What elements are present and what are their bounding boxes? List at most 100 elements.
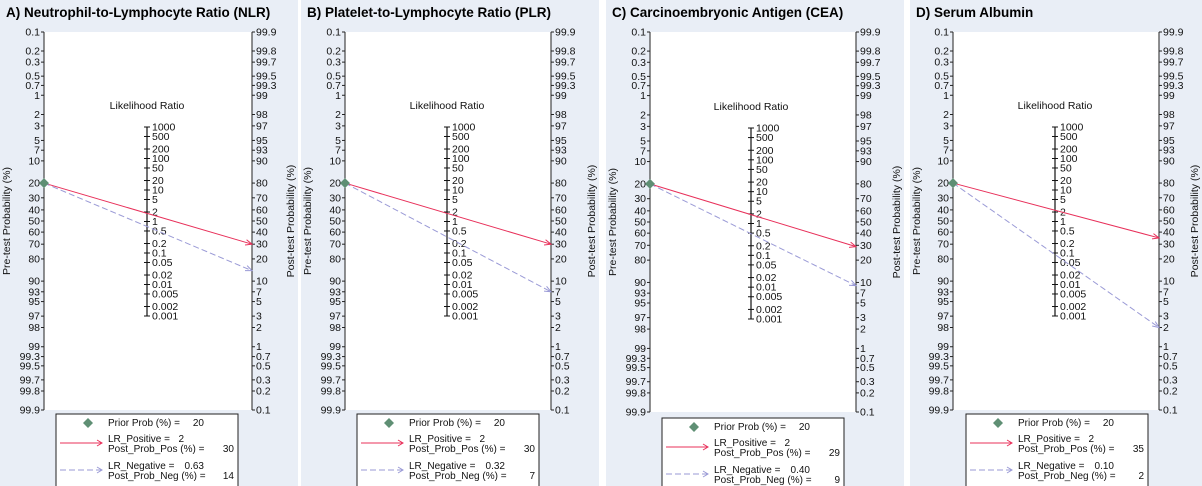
pre-test-tick-label: 0.2	[326, 45, 341, 57]
lr-tick-label: 0.1	[452, 248, 467, 260]
post-test-tick-label: 0.7	[860, 353, 875, 365]
pre-test-tick-label: 99.7	[321, 374, 342, 386]
panel-title: D) Serum Albumin	[916, 5, 1033, 20]
legend-prior-value: 20	[494, 418, 506, 429]
pre-test-tick-label: 5	[34, 135, 40, 147]
post-test-tick-label: 0.7	[1163, 351, 1178, 363]
post-test-tick-label: 99.7	[256, 57, 277, 69]
pre-test-tick-label: 20	[329, 178, 341, 190]
legend-positive-arrow-icon	[1006, 439, 1013, 447]
lr-tick-label: 0.002	[756, 304, 782, 316]
lr-tick-label: 0.01	[756, 282, 777, 294]
post-test-tick-label: 0.2	[860, 387, 875, 399]
pre-test-tick-label: 98	[329, 322, 341, 334]
post-test-tick-label: 30	[1163, 239, 1175, 251]
post-test-tick-label: 3	[555, 311, 561, 323]
legend-post-pos-value: 30	[223, 444, 235, 455]
legend-prior-value: 20	[193, 418, 205, 429]
post-test-axis-label: Post-test Probability (%)	[1189, 165, 1201, 278]
pre-test-tick-label: 99.9	[929, 405, 950, 417]
pre-test-tick-label: 10	[28, 155, 40, 167]
pre-test-tick-label: 20	[937, 178, 949, 190]
pre-test-tick-label: 99	[937, 341, 949, 353]
pre-test-tick-label: 10	[937, 155, 949, 167]
pre-test-tick-label: 80	[937, 253, 949, 265]
lr-tick-label: 100	[452, 153, 470, 165]
post-test-tick-label: 50	[860, 217, 872, 229]
post-test-tick-label: 60	[555, 204, 567, 216]
pre-test-tick-label: 90	[634, 277, 646, 289]
lr-tick-label: 1000	[452, 122, 476, 134]
legend-post-pos-value: 30	[524, 444, 536, 455]
post-test-tick-label: 90	[860, 156, 872, 168]
post-test-tick-label: 0.7	[256, 351, 271, 363]
negative-lr-line	[43, 182, 253, 272]
pre-test-tick-label: 95	[634, 297, 646, 309]
pre-test-tick-label: 0.2	[25, 45, 40, 57]
pre-test-tick-label: 7	[943, 145, 949, 157]
pre-test-tick-label: 97	[634, 312, 646, 324]
post-test-tick-label: 0.3	[555, 374, 570, 386]
lr-tick-label: 5	[452, 194, 458, 206]
lr-tick-label: 0.2	[756, 240, 771, 252]
lr-tick-label: 0.1	[152, 248, 167, 260]
lr-tick-label: 5	[1060, 194, 1066, 206]
lr-tick-label: 0.1	[1060, 248, 1075, 260]
legend-positive-arrow-icon	[702, 443, 709, 451]
pre-test-tick-label: 93	[329, 286, 341, 298]
legend-lr-negative-value: 0.10	[1095, 461, 1115, 472]
pre-test-tick-label: 50	[634, 217, 646, 229]
legend-lr-negative-label: LR_Negative =	[409, 461, 476, 472]
lr-tick-label: 50	[452, 162, 464, 174]
post-test-tick-label: 10	[860, 277, 872, 289]
post-test-tick-label: 99.8	[1163, 45, 1184, 57]
pre-test-tick-label: 99.5	[626, 362, 647, 374]
pre-test-tick-label: 97	[329, 311, 341, 323]
lr-tick-label: 0.005	[152, 288, 178, 300]
pre-test-tick-label: 30	[634, 193, 646, 205]
legend-negative-arrow-icon	[96, 466, 103, 474]
pre-test-tick-label: 99.7	[929, 374, 950, 386]
lr-tick-label: 200	[152, 144, 170, 156]
post-test-tick-label: 95	[1163, 135, 1175, 147]
pre-test-tick-label: 2	[943, 109, 949, 121]
lr-tick-label: 1000	[756, 123, 780, 135]
positive-lr-line	[344, 182, 552, 245]
post-test-axis-label: Post-test Probability (%)	[285, 165, 297, 278]
post-test-tick-label: 0.1	[1163, 405, 1178, 417]
pre-test-tick-label: 50	[937, 216, 949, 228]
post-test-tick-label: 97	[860, 121, 872, 133]
lr-tick-label: 0.05	[452, 257, 473, 269]
post-test-tick-label: 30	[256, 239, 268, 251]
pre-test-tick-label: 50	[329, 216, 341, 228]
pre-test-tick-label: 2	[640, 109, 646, 121]
post-test-tick-label: 20	[1163, 253, 1175, 265]
lr-tick-label: 1	[756, 218, 762, 230]
post-test-tick-label: 93	[1163, 145, 1175, 157]
pre-test-axis-label: Pre-test Probability (%)	[607, 168, 619, 276]
pre-test-tick-label: 99.5	[321, 360, 342, 372]
pre-test-tick-label: 95	[329, 296, 341, 308]
post-test-tick-label: 0.5	[256, 360, 271, 372]
post-test-tick-label: 50	[1163, 216, 1175, 228]
pre-test-tick-label: 60	[634, 228, 646, 240]
post-test-tick-label: 5	[1163, 296, 1169, 308]
post-test-tick-label: 99.9	[555, 27, 576, 39]
negative-lr-line	[649, 183, 857, 287]
post-test-tick-label: 7	[256, 286, 262, 298]
pre-test-tick-label: 70	[634, 240, 646, 252]
positive-lr-line	[649, 183, 857, 248]
legend-prior-icon	[689, 422, 699, 432]
pre-test-tick-label: 80	[329, 253, 341, 265]
pre-test-tick-label: 99.8	[929, 386, 950, 398]
post-test-tick-label: 99.3	[860, 80, 881, 92]
nomogram-svg: A) Neutrophil-to-Lymphocyte Ratio (NLR) 0…	[1, 5, 297, 486]
legend-negative-arrow-icon	[702, 470, 709, 478]
post-test-tick-label: 20	[860, 255, 872, 267]
lr-tick-label: 0.05	[152, 257, 173, 269]
post-test-tick-label: 10	[1163, 276, 1175, 288]
legend-lr-positive-label: LR_Positive =	[108, 434, 170, 445]
post-test-axis-label: Post-test Probability (%)	[891, 166, 903, 279]
pre-test-tick-label: 0.3	[326, 57, 341, 69]
panel-title: C) Carcinoembryonic Antigen (CEA)	[612, 5, 843, 20]
